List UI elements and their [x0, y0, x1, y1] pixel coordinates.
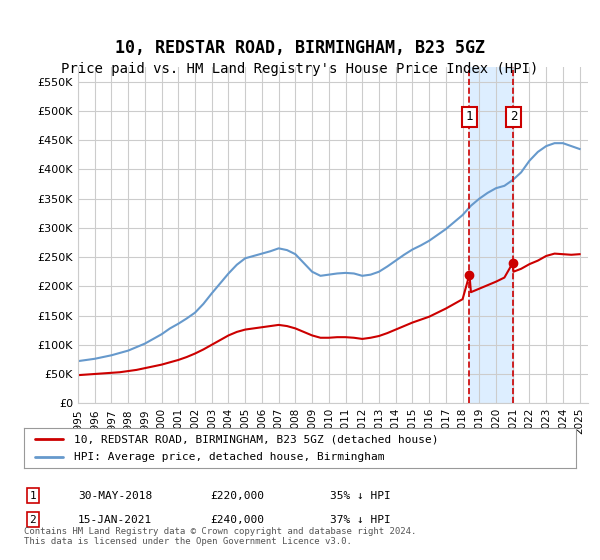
Text: 1: 1	[466, 110, 473, 123]
Text: Price paid vs. HM Land Registry's House Price Index (HPI): Price paid vs. HM Land Registry's House …	[61, 62, 539, 76]
Text: 15-JAN-2021: 15-JAN-2021	[78, 515, 152, 525]
Text: 2: 2	[29, 515, 37, 525]
Text: 10, REDSTAR ROAD, BIRMINGHAM, B23 5GZ (detached house): 10, REDSTAR ROAD, BIRMINGHAM, B23 5GZ (d…	[74, 435, 438, 445]
Bar	[469, 67, 514, 403]
Text: £220,000: £220,000	[210, 491, 264, 501]
Text: 37% ↓ HPI: 37% ↓ HPI	[330, 515, 391, 525]
Text: £240,000: £240,000	[210, 515, 264, 525]
Text: Contains HM Land Registry data © Crown copyright and database right 2024.
This d: Contains HM Land Registry data © Crown c…	[24, 526, 416, 546]
Text: 1: 1	[29, 491, 37, 501]
Text: 30-MAY-2018: 30-MAY-2018	[78, 491, 152, 501]
Text: 2: 2	[509, 110, 517, 123]
Text: 10, REDSTAR ROAD, BIRMINGHAM, B23 5GZ: 10, REDSTAR ROAD, BIRMINGHAM, B23 5GZ	[115, 39, 485, 57]
Text: 35% ↓ HPI: 35% ↓ HPI	[330, 491, 391, 501]
Text: HPI: Average price, detached house, Birmingham: HPI: Average price, detached house, Birm…	[74, 451, 384, 461]
